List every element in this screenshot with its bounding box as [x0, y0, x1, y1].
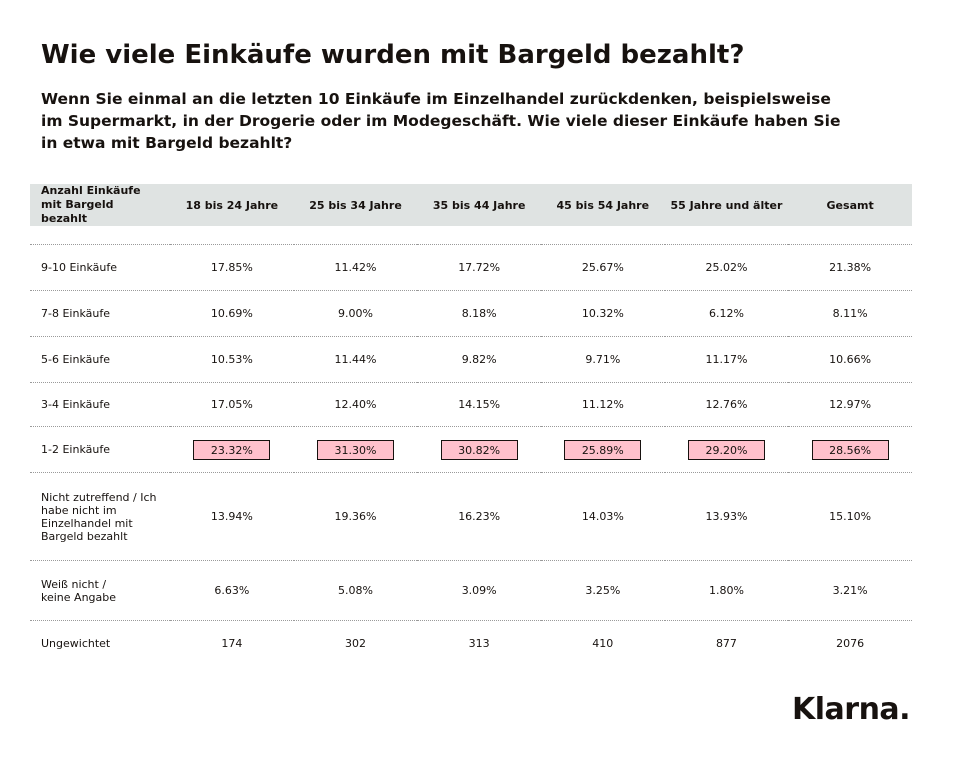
table-cell: 174: [170, 620, 294, 667]
highlighted-value: 28.56%: [811, 439, 889, 460]
table-cell: 9.82%: [417, 336, 541, 383]
table-cell: 31.30%: [293, 426, 418, 473]
row-label-text: Nicht zutreffend / Ich habe nicht im Ein…: [41, 490, 157, 543]
row-label: Ungewichtet: [30, 620, 171, 667]
column-header: 18 bis 24 Jahre: [170, 184, 294, 226]
table-cell: 21.38%: [788, 244, 912, 291]
table-cell: 3.09%: [417, 560, 541, 621]
table-cell: 6.63%: [170, 560, 294, 621]
row-label: 7-8 Einkäufe: [30, 290, 171, 337]
table-cell: 29.20%: [664, 426, 789, 473]
table-cell: 28.56%: [788, 426, 912, 473]
table-row: 7-8 Einkäufe 10.69% 9.00% 8.18% 10.32% 6…: [30, 290, 912, 337]
table-cell: 5.08%: [293, 560, 418, 621]
table-cell: 8.18%: [417, 290, 541, 337]
column-header: Gesamt: [788, 184, 912, 226]
row-label-text: Weiß nicht / keine Angabe: [41, 577, 117, 604]
table-cell: 15.10%: [788, 472, 912, 561]
table-cell: 30.82%: [417, 426, 541, 473]
table-cell: 9.00%: [293, 290, 418, 337]
column-header: 25 bis 34 Jahre: [293, 184, 418, 226]
table-cell: 1.80%: [664, 560, 789, 621]
question-text: Wenn Sie einmal an die letzten 10 Einkäu…: [41, 90, 841, 152]
spacer-row: [30, 226, 912, 245]
table-cell: 12.76%: [664, 382, 789, 427]
table-cell: 10.66%: [788, 336, 912, 383]
table-cell: 302: [293, 620, 418, 667]
column-header-count-label: Anzahl Einkäufe mit Bargeld bezahlt: [41, 184, 141, 225]
table-body: 9-10 Einkäufe 17.85% 11.42% 17.72% 25.67…: [30, 226, 912, 667]
table-cell: 17.72%: [417, 244, 541, 291]
table-cell: 13.94%: [170, 472, 294, 561]
column-header: 35 bis 44 Jahre: [417, 184, 541, 226]
table-cell: 877: [664, 620, 789, 667]
table-cell: 3.25%: [540, 560, 665, 621]
table-row: 5-6 Einkäufe 10.53% 11.44% 9.82% 9.71% 1…: [30, 336, 912, 383]
table-row: Nicht zutreffend / Ich habe nicht im Ein…: [30, 472, 912, 561]
table-row: 9-10 Einkäufe 17.85% 11.42% 17.72% 25.67…: [30, 244, 912, 291]
table-cell: 11.17%: [664, 336, 789, 383]
table-cell: 11.44%: [293, 336, 418, 383]
table-cell: 17.05%: [170, 382, 294, 427]
column-header: 45 bis 54 Jahre: [540, 184, 665, 226]
table-cell: 2076: [788, 620, 912, 667]
table-cell: 19.36%: [293, 472, 418, 561]
table-cell: 9.71%: [540, 336, 665, 383]
row-label: Weiß nicht / keine Angabe: [30, 560, 171, 621]
table-row: Weiß nicht / keine Angabe 6.63% 5.08% 3.…: [30, 560, 912, 621]
table-cell: 25.67%: [540, 244, 665, 291]
table-cell: 25.02%: [664, 244, 789, 291]
table-row: 3-4 Einkäufe 17.05% 12.40% 14.15% 11.12%…: [30, 382, 912, 427]
row-label: 3-4 Einkäufe: [30, 382, 171, 427]
column-header: 55 Jahre und älter: [664, 184, 789, 226]
row-label: 1-2 Einkäufe: [30, 426, 171, 473]
row-label: 9-10 Einkäufe: [30, 244, 171, 291]
table-cell: 17.85%: [170, 244, 294, 291]
table-cell: 11.42%: [293, 244, 418, 291]
klarna-logo: Klarna.: [792, 692, 911, 727]
table-cell: 25.89%: [540, 426, 665, 473]
highlighted-value: 31.30%: [317, 439, 395, 460]
table-cell: 6.12%: [664, 290, 789, 337]
row-label: 5-6 Einkäufe: [30, 336, 171, 383]
table-header-row: Anzahl Einkäufe mit Bargeld bezahlt 18 b…: [30, 184, 912, 226]
table-row-highlighted: 1-2 Einkäufe 23.32% 31.30% 30.82% 25.89%…: [30, 426, 912, 473]
highlighted-value: 23.32%: [193, 439, 271, 460]
table-cell: 10.53%: [170, 336, 294, 383]
table-row: Ungewichtet 174 302 313 410 877 2076: [30, 620, 912, 667]
column-header-count: Anzahl Einkäufe mit Bargeld bezahlt: [30, 184, 171, 226]
highlighted-value: 30.82%: [440, 439, 518, 460]
table-cell: 14.03%: [540, 472, 665, 561]
table-cell: 23.32%: [170, 426, 294, 473]
table-cell: 10.32%: [540, 290, 665, 337]
page-title: Wie viele Einkäufe wurden mit Bargeld be…: [41, 40, 745, 70]
highlighted-value: 25.89%: [564, 439, 642, 460]
table-cell: 8.11%: [788, 290, 912, 337]
highlighted-value: 29.20%: [687, 439, 765, 460]
table-cell: 313: [417, 620, 541, 667]
row-label: Nicht zutreffend / Ich habe nicht im Ein…: [30, 472, 171, 561]
table-cell: 16.23%: [417, 472, 541, 561]
table-cell: 12.40%: [293, 382, 418, 427]
table-cell: 10.69%: [170, 290, 294, 337]
spacer-cell: [30, 226, 912, 245]
table-cell: 410: [540, 620, 665, 667]
table-cell: 11.12%: [540, 382, 665, 427]
table-cell: 12.97%: [788, 382, 912, 427]
table-cell: 3.21%: [788, 560, 912, 621]
table-cell: 13.93%: [664, 472, 789, 561]
table-cell: 14.15%: [417, 382, 541, 427]
results-table: Anzahl Einkäufe mit Bargeld bezahlt 18 b…: [30, 184, 912, 667]
